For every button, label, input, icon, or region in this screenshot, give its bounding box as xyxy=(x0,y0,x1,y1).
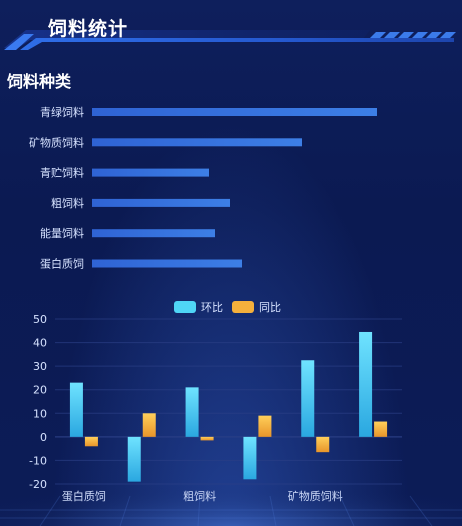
legend-swatch xyxy=(174,301,196,313)
huanbi-bar xyxy=(69,382,83,437)
y-tick-label: 0 xyxy=(40,431,47,444)
feed-type-bar xyxy=(92,229,215,238)
legend-swatch xyxy=(232,301,254,313)
tongbi-bar xyxy=(84,436,98,447)
feed-type-label: 蛋白质饲 xyxy=(40,257,84,271)
legend-label: 环比 xyxy=(201,301,223,314)
y-tick-label: 30 xyxy=(33,360,47,373)
bottom-decoration xyxy=(0,466,462,526)
feed-type-label: 能量饲料 xyxy=(40,226,84,240)
feed-type-label: 青贮饲料 xyxy=(40,166,84,180)
header-decoration xyxy=(4,30,456,50)
tongbi-bar xyxy=(316,436,330,453)
page-title: 饲料统计 xyxy=(48,18,129,40)
y-tick-label: 10 xyxy=(33,407,47,420)
huanbi-bar xyxy=(185,387,199,437)
feed-type-bar xyxy=(92,168,209,177)
y-tick-label: 40 xyxy=(33,337,47,350)
tongbi-bar xyxy=(374,421,388,437)
tongbi-bar xyxy=(142,413,156,437)
feed-type-bar xyxy=(92,198,230,207)
huanbi-bar xyxy=(359,331,373,437)
feed-type-label: 青绿饲料 xyxy=(40,105,84,119)
tongbi-bar xyxy=(258,415,272,437)
y-tick-label: -10 xyxy=(29,454,47,467)
feed-type-label: 矿物质饲料 xyxy=(29,135,84,149)
y-tick-label: 50 xyxy=(33,313,47,326)
feed-type-bar xyxy=(92,259,242,268)
feed-type-bar xyxy=(92,108,377,116)
huanbi-bar xyxy=(301,360,315,437)
section-title: 饲料种类 xyxy=(7,72,72,91)
y-tick-label: 20 xyxy=(33,384,47,397)
tongbi-bar xyxy=(200,436,214,441)
feed-type-bar xyxy=(92,138,302,147)
legend-label: 同比 xyxy=(259,301,281,314)
feed-type-label: 粗饲料 xyxy=(51,196,84,210)
header: 饲料统计 xyxy=(0,0,462,58)
